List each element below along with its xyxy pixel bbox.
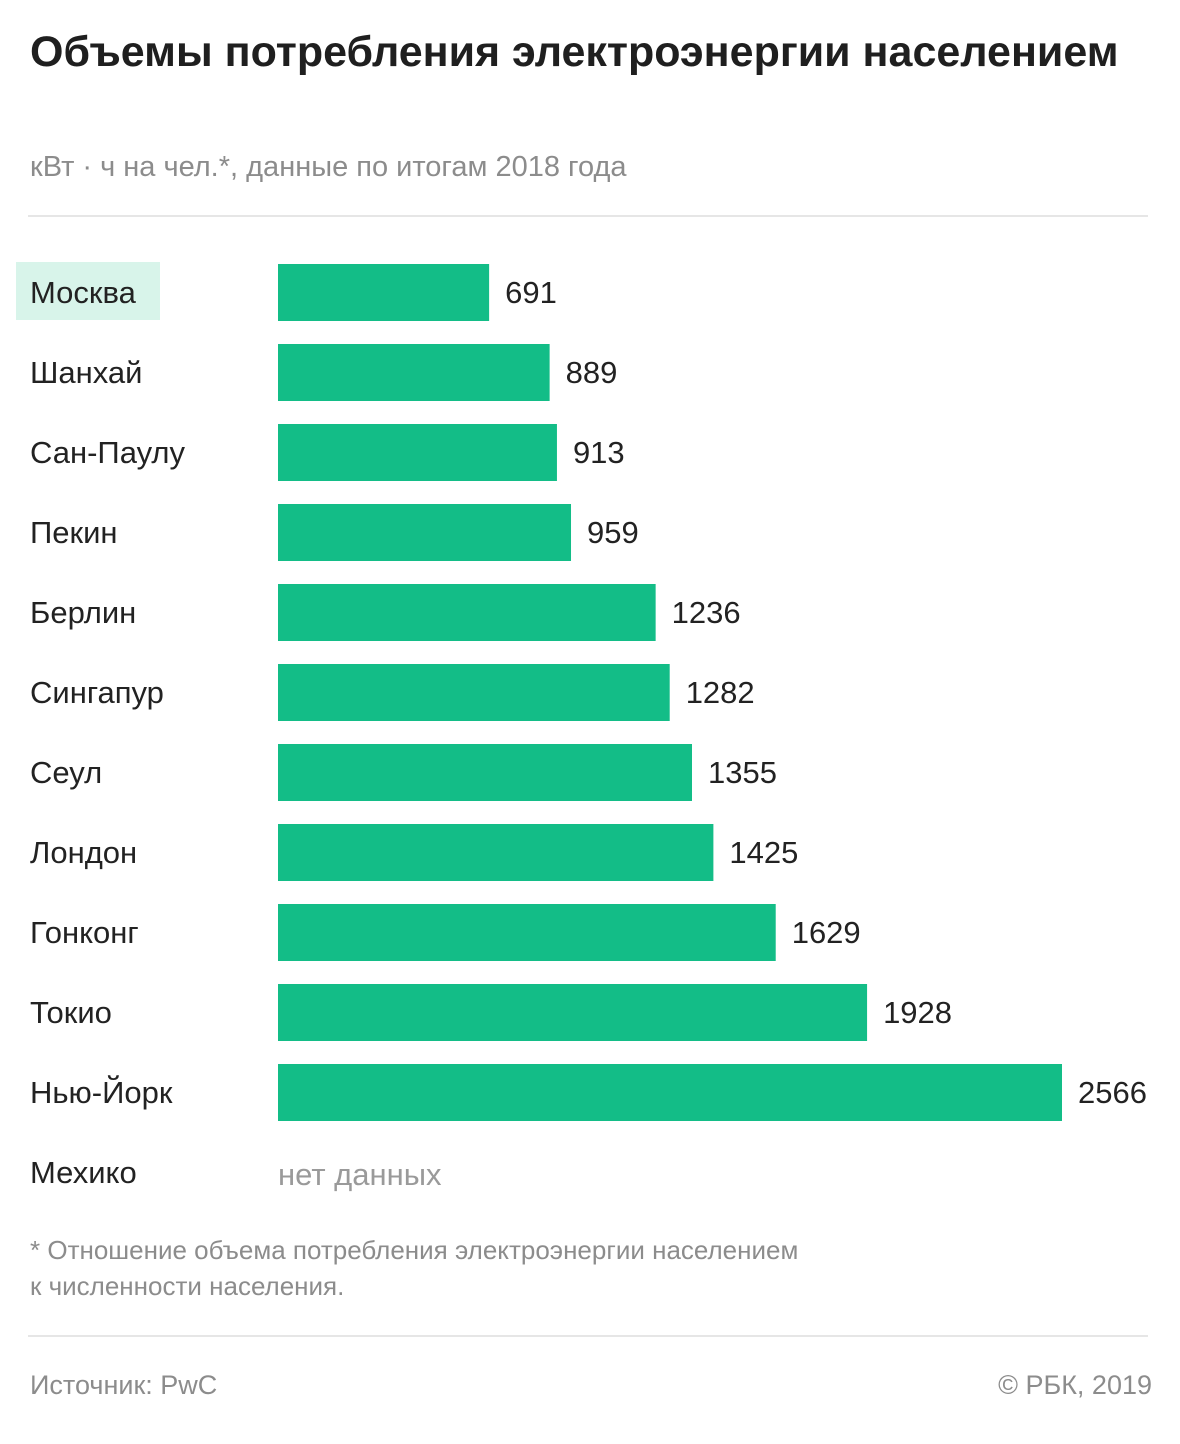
chart-subtitle: кВт · ч на чел.*, данные по итогам 2018 … bbox=[30, 151, 627, 183]
value-label: 691 bbox=[505, 275, 557, 310]
bottom-divider bbox=[28, 1335, 1148, 1337]
value-label: 2566 bbox=[1078, 1075, 1147, 1110]
value-label: 913 bbox=[573, 435, 625, 470]
category-label: Москва bbox=[30, 275, 137, 310]
source-label: Источник: PwC bbox=[30, 1370, 218, 1400]
category-label: Сан-Паулу bbox=[30, 435, 186, 470]
category-label: Пекин bbox=[30, 515, 118, 550]
value-label: 1282 bbox=[686, 675, 755, 710]
value-label: 959 bbox=[587, 515, 639, 550]
footnote-line-2: к численности населения. bbox=[30, 1271, 345, 1301]
bar bbox=[278, 984, 868, 1041]
no-data-label: нет данных bbox=[278, 1157, 442, 1192]
copyright-label: © РБК, 2019 bbox=[998, 1370, 1152, 1400]
bar bbox=[278, 584, 656, 641]
category-label: Нью-Йорк bbox=[30, 1074, 173, 1110]
footnote: * Отношение объема потребления электроэн… bbox=[30, 1232, 1130, 1304]
bar bbox=[278, 264, 490, 321]
bar-chart: Москва 691 Шанхай 889 Сан-Паулу 913 Пекин 959 Бе… bbox=[16, 262, 1147, 1192]
category-label: Берлин bbox=[30, 595, 136, 630]
category-label: Сеул bbox=[30, 755, 102, 790]
category-label: Лондон bbox=[30, 835, 137, 870]
category-label: Сингапур bbox=[30, 675, 164, 710]
chart-title: Объемы потребления электроэнергии населе… bbox=[30, 28, 1119, 76]
bar bbox=[278, 1064, 1062, 1121]
bar bbox=[278, 664, 670, 721]
bar bbox=[278, 504, 572, 561]
bar bbox=[278, 424, 557, 481]
top-divider bbox=[28, 215, 1148, 217]
category-label: Токио bbox=[30, 995, 112, 1030]
footnote-line-1: * Отношение объема потребления электроэн… bbox=[30, 1235, 799, 1265]
category-label: Шанхай bbox=[30, 355, 142, 390]
highlight-box bbox=[16, 262, 160, 320]
bar bbox=[278, 824, 714, 881]
bar bbox=[278, 744, 692, 801]
bar bbox=[278, 904, 776, 961]
value-label: 1355 bbox=[708, 755, 777, 790]
value-label: 1629 bbox=[792, 915, 861, 950]
value-label: 1928 bbox=[883, 995, 952, 1030]
category-label: Гонконг bbox=[30, 915, 139, 950]
category-label: Мехико bbox=[30, 1155, 137, 1190]
value-label: 889 bbox=[566, 355, 618, 390]
value-label: 1425 bbox=[729, 835, 798, 870]
value-label: 1236 bbox=[672, 595, 741, 630]
bar bbox=[278, 344, 550, 401]
